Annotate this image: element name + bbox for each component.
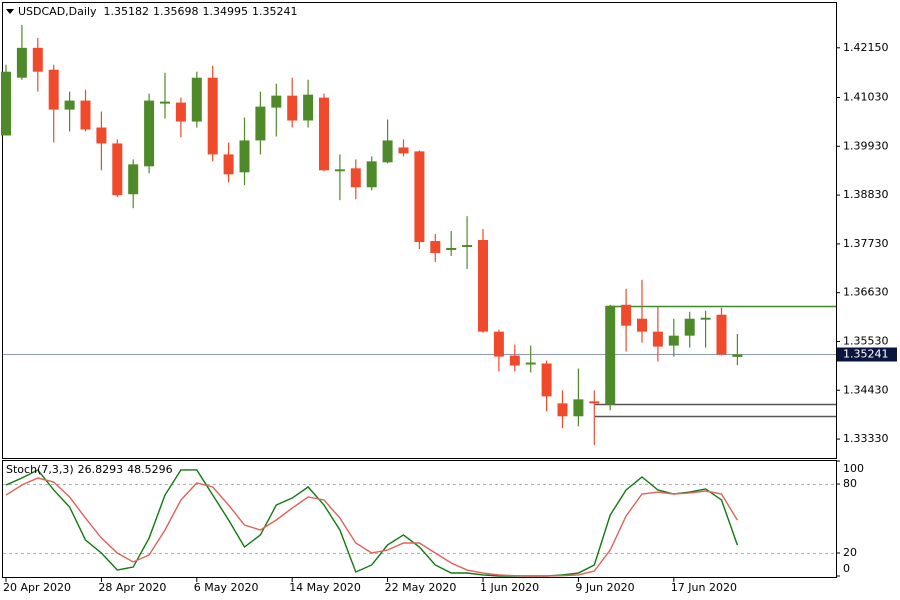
x-tick-label: 17 Jun 2020 xyxy=(671,581,737,594)
candle-body xyxy=(652,331,663,347)
candle-body xyxy=(589,401,600,404)
header-value: 1.35182 xyxy=(104,5,150,18)
y-tick-label: 1.34430 xyxy=(843,383,889,396)
y-tick-label: 1.36630 xyxy=(843,286,889,299)
candle-body xyxy=(509,355,520,366)
candle-body xyxy=(366,161,377,188)
symbol: USDCAD,Daily xyxy=(18,5,97,18)
candle-body xyxy=(700,317,711,320)
candle-body xyxy=(128,164,139,195)
candle-body xyxy=(446,248,457,250)
candle-body xyxy=(64,100,75,110)
candle-body xyxy=(732,354,743,357)
x-tick-label: 28 Apr 2020 xyxy=(98,581,166,594)
candle-body xyxy=(80,100,91,130)
candle-body xyxy=(112,143,123,196)
candle-body xyxy=(255,106,266,141)
header-value: 1.34995 xyxy=(203,5,249,18)
candle-body xyxy=(32,47,43,72)
candle-body xyxy=(605,305,616,405)
y-tick-label: 1.42150 xyxy=(843,41,889,54)
y-tick-label: 1.37730 xyxy=(843,237,889,250)
y-tick-label: 1.39930 xyxy=(843,139,889,152)
candle-body xyxy=(573,399,584,417)
candle-body xyxy=(271,95,282,108)
candle-body xyxy=(96,127,107,144)
x-tick-label: 1 Jun 2020 xyxy=(480,581,539,594)
candle-body xyxy=(303,94,314,121)
price-label: 1.35241 xyxy=(843,348,889,361)
x-tick-label: 9 Jun 2020 xyxy=(575,581,634,594)
y-tick-label: 1.38830 xyxy=(843,188,889,201)
candle-body xyxy=(462,245,473,248)
candle-body xyxy=(557,403,568,417)
stoch-line xyxy=(5,469,739,577)
candle-body xyxy=(16,47,27,78)
x-tick-label: 6 May 2020 xyxy=(194,581,259,594)
candle-body xyxy=(175,102,186,122)
indicator-label: Stoch(7,3,3) 26.8293 48.5296 xyxy=(6,463,173,476)
header-value: 1.35241 xyxy=(252,5,298,18)
indicator-value: 48.5296 xyxy=(127,463,173,476)
candle-body xyxy=(48,69,59,110)
candle-body xyxy=(382,140,393,163)
candle-body xyxy=(478,240,488,332)
candle-body xyxy=(414,151,425,243)
main-pane xyxy=(2,2,837,459)
candle-body xyxy=(191,77,202,122)
candle-body xyxy=(493,331,504,357)
candle-body xyxy=(319,97,329,171)
x-tick-label: 20 Apr 2020 xyxy=(3,581,71,594)
candle-body xyxy=(525,362,536,365)
candle-body xyxy=(350,168,361,188)
stoch-pane xyxy=(2,460,837,578)
candle-body xyxy=(287,95,298,121)
header-value: 1.35698 xyxy=(153,5,199,18)
candle-body xyxy=(223,154,234,175)
candle-body xyxy=(541,363,552,397)
indicator-name: Stoch(7,3,3) xyxy=(6,463,74,476)
y-tick-label: 1.35530 xyxy=(843,334,889,347)
y-tick-label: 100 xyxy=(843,462,864,475)
candle-body xyxy=(637,318,647,332)
candle-body xyxy=(334,169,345,172)
indicator-value: 26.8293 xyxy=(78,463,124,476)
candle-body xyxy=(430,241,441,253)
candle-body xyxy=(160,101,170,104)
stoch-line xyxy=(5,477,738,577)
candle-body xyxy=(239,140,250,173)
candle-body xyxy=(621,304,632,326)
candle-body xyxy=(716,314,727,355)
price-label-box xyxy=(837,347,897,362)
y-tick-label: 0 xyxy=(843,562,850,575)
candle-body xyxy=(144,100,155,167)
y-tick-label: 20 xyxy=(843,546,857,559)
candle-body xyxy=(398,147,409,154)
x-tick-label: 22 May 2020 xyxy=(385,581,457,594)
candle-body xyxy=(1,71,11,136)
candle-body xyxy=(668,335,679,346)
menu-arrow[interactable] xyxy=(6,9,14,14)
y-tick-label: 1.41030 xyxy=(843,90,889,103)
candle-body xyxy=(684,318,695,336)
chart-header: USDCAD,Daily 1.35182 1.35698 1.34995 1.35241 xyxy=(18,5,298,18)
y-tick-label: 80 xyxy=(843,477,857,490)
candle-body xyxy=(207,77,218,155)
y-tick-label: 1.33330 xyxy=(843,432,889,445)
x-tick-label: 14 May 2020 xyxy=(289,581,361,594)
